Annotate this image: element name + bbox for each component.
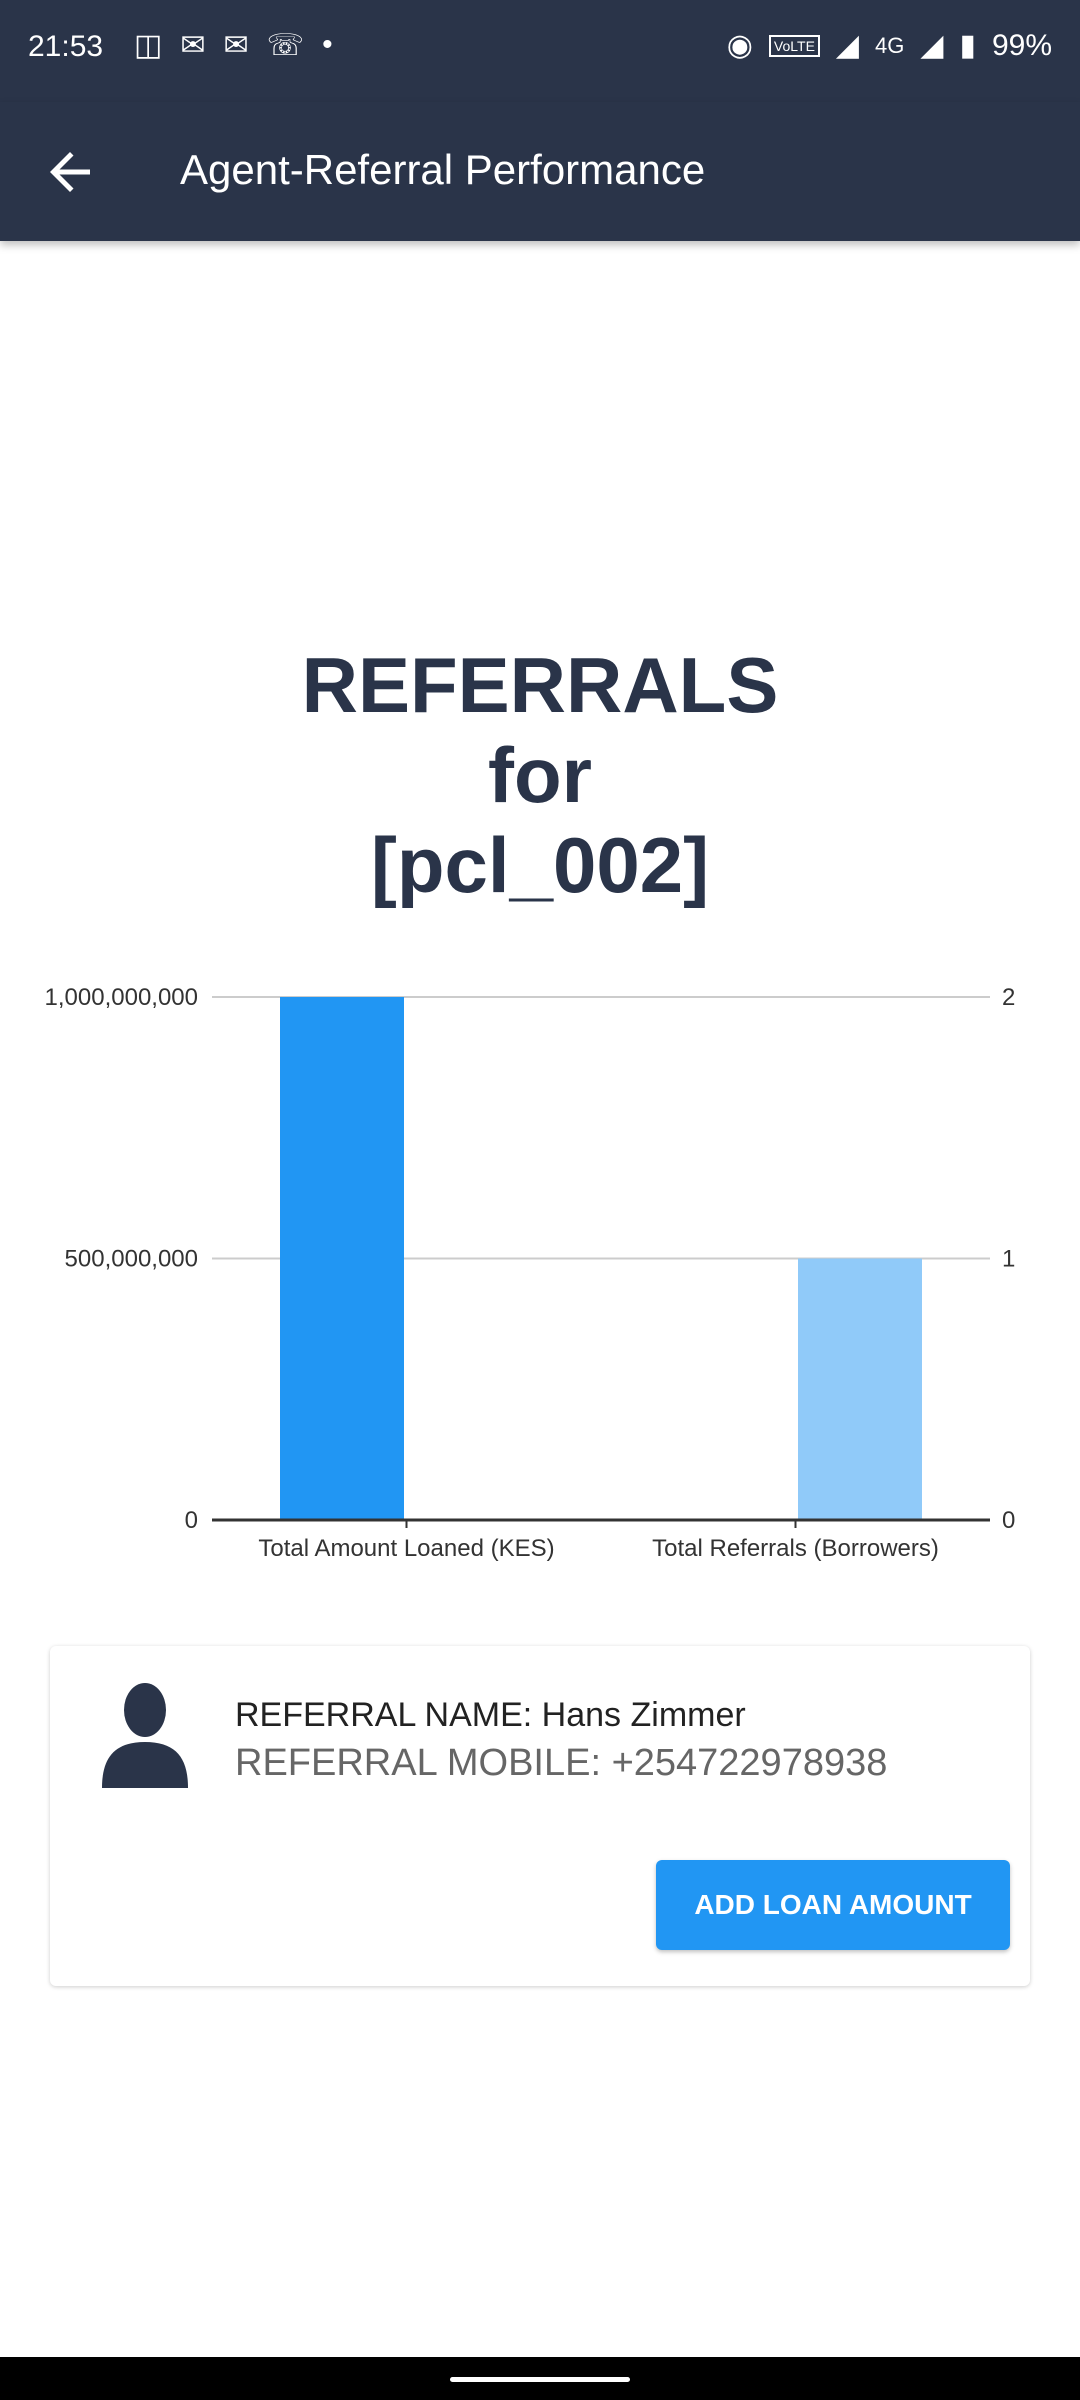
mail-icon: ✉	[180, 29, 206, 62]
back-arrow-icon[interactable]	[40, 142, 100, 202]
signal-icon: ◢	[920, 29, 944, 62]
status-time: 21:53	[28, 30, 104, 63]
x-axis-category-label: Total Referrals (Borrowers)	[652, 1535, 939, 1562]
hotspot-icon: ◉	[726, 29, 753, 62]
left-axis-tick-label: 1,000,000,000	[45, 984, 198, 1011]
status-right: ◉ VoLTE ◢ 4G ◢ ▮ 99%	[727, 28, 1052, 63]
referral-mobile: REFERRAL MOBILE: +254722978938	[235, 1742, 888, 1784]
right-axis-tick-label: 2	[1002, 984, 1015, 1011]
more-dot-icon: •	[322, 28, 333, 61]
signal-icon: ◢	[835, 29, 859, 62]
x-axis-category-label: Total Amount Loaned (KES)	[258, 1535, 554, 1562]
whatsapp-icon: ☏	[266, 29, 305, 62]
referral-card: REFERRAL NAME: Hans Zimmer REFERRAL MOBI…	[50, 1646, 1030, 1986]
navigation-bar	[0, 2357, 1080, 2400]
battery-icon: ▮	[959, 29, 976, 62]
referrals-bar-chart: 0 500,000,000 1,000,000,000 0 1 2 Total Amount…	[45, 984, 1016, 1562]
bar	[798, 1258, 922, 1520]
notification-icons: ◫ ✉ ✉ ☏ •	[134, 28, 333, 63]
app-notification-icon: ◫	[134, 29, 163, 62]
app-bar: Agent-Referral Performance	[0, 102, 1080, 241]
network-type: 4G	[875, 32, 905, 58]
add-loan-amount-button[interactable]: ADD LOAN AMOUNT	[656, 1860, 1010, 1950]
volte-badge: VoLTE	[768, 34, 820, 57]
bar	[280, 997, 404, 1520]
page-title-line3: [pcl_002]	[370, 821, 710, 909]
left-axis-tick-label: 0	[185, 1507, 198, 1534]
page-title-line1: REFERRALS	[301, 641, 779, 729]
status-bar: 21:53 ◫ ✉ ✉ ☏ • ◉ VoLTE ◢ 4G ◢ ▮ 99%	[0, 0, 1080, 102]
left-axis-tick-label: 500,000,000	[65, 1246, 198, 1273]
right-axis-tick-label: 1	[1002, 1246, 1015, 1273]
right-axis-tick-label: 0	[1002, 1507, 1015, 1534]
mail-icon: ✉	[223, 29, 249, 62]
page-title-line2: for	[488, 731, 592, 819]
page-title: REFERRALS for [pcl_002]	[0, 640, 1080, 910]
battery-level: 99%	[991, 28, 1052, 62]
app-title: Agent-Referral Performance	[180, 146, 706, 193]
referral-name: REFERRAL NAME: Hans Zimmer	[235, 1696, 746, 1734]
person-icon	[102, 1683, 188, 1788]
home-gesture-handle[interactable]	[450, 2377, 630, 2382]
